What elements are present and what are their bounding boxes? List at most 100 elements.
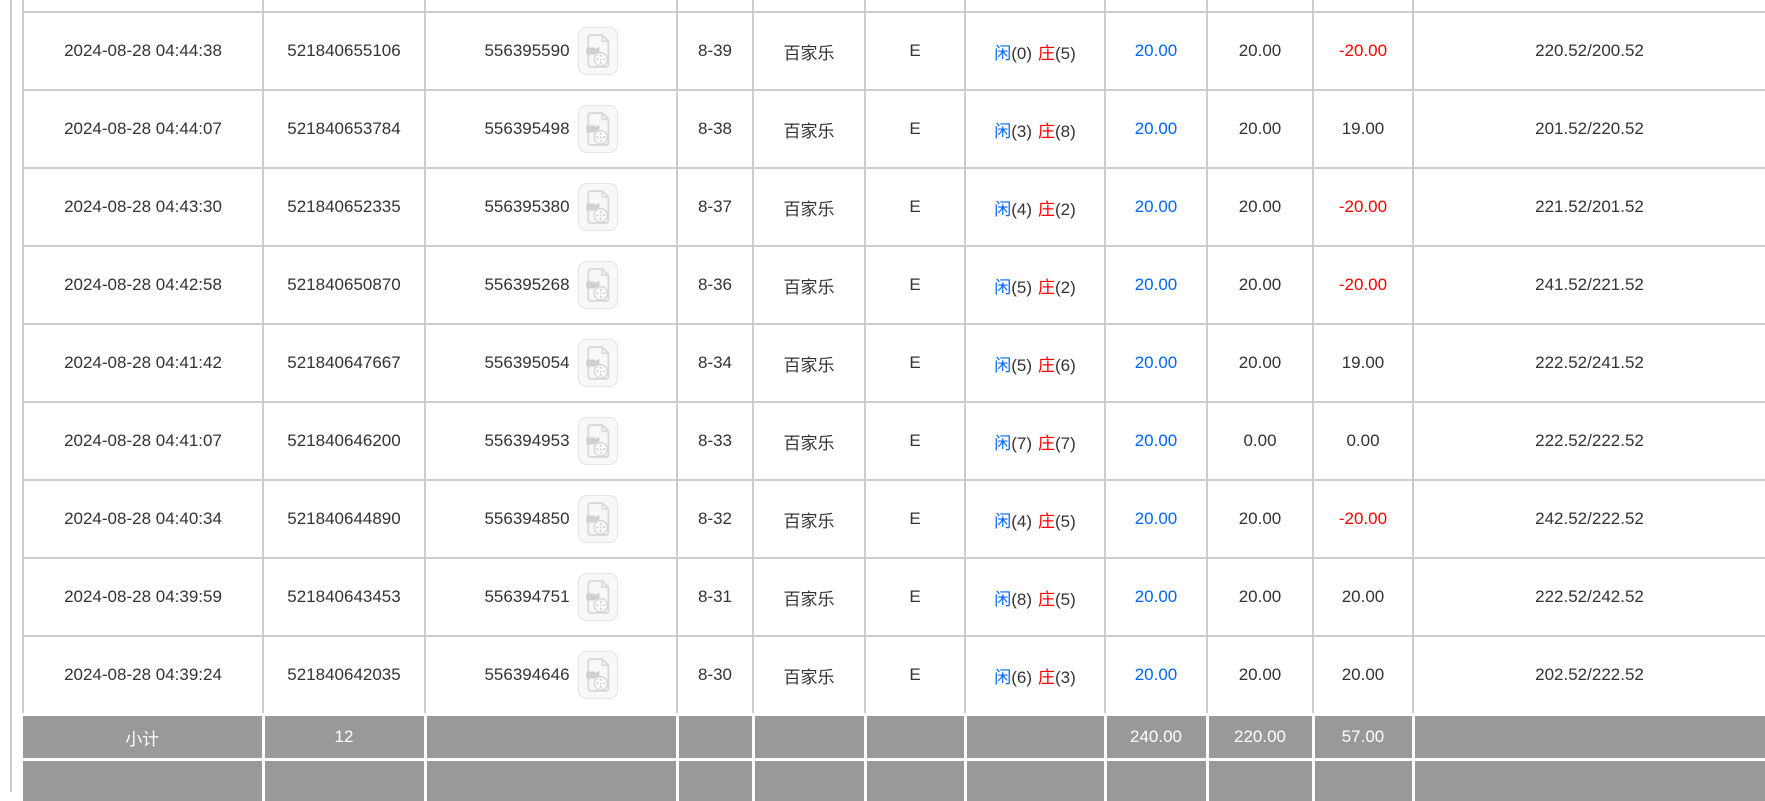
bet-amount-cell: 20.00 — [1105, 636, 1207, 715]
game-number: 556395268 — [484, 275, 569, 295]
empty-cell — [1313, 0, 1413, 12]
banker-score: 6 — [1055, 356, 1076, 375]
empty-cell — [1207, 0, 1313, 12]
empty-cell — [425, 0, 677, 12]
game-number-cell: 556394751 — [425, 558, 677, 636]
player-score: 0 — [1011, 44, 1032, 63]
banker-label: 庄 — [1038, 278, 1055, 297]
player-label: 闲 — [994, 434, 1011, 453]
result-cell: 闲8庄5 — [965, 558, 1105, 636]
win-loss-cell: 20.00 — [1313, 636, 1413, 715]
video-replay-button[interactable] — [578, 573, 618, 621]
bet-time-cell: 2024-08-28 04:41:42 — [23, 324, 263, 402]
order-number-cell: 521840655106 — [263, 12, 425, 90]
video-replay-button[interactable] — [578, 651, 618, 699]
valid-bet-cell: 20.00 — [1207, 168, 1313, 246]
round-cell: 8-39 — [677, 12, 753, 90]
player-label: 闲 — [994, 512, 1011, 531]
empty-cell — [753, 0, 865, 12]
player-label: 闲 — [994, 668, 1011, 687]
empty-cell — [865, 760, 965, 801]
win-loss-cell: -20.00 — [1313, 246, 1413, 324]
bet-amount-cell: 20.00 — [1105, 324, 1207, 402]
subtotal-empty-cell — [865, 715, 965, 760]
bet-time-cell: 2024-08-28 04:41:07 — [23, 402, 263, 480]
empty-cell — [263, 0, 425, 12]
win-loss-cell: -20.00 — [1313, 480, 1413, 558]
banker-label: 庄 — [1038, 356, 1055, 375]
order-number-cell: 521840650870 — [263, 246, 425, 324]
player-label: 闲 — [994, 356, 1011, 375]
empty-cell — [865, 0, 965, 12]
video-replay-button[interactable] — [578, 261, 618, 309]
video-replay-button[interactable] — [578, 495, 618, 543]
game-number-cell: 556395590 — [425, 12, 677, 90]
empty-cell — [677, 760, 753, 801]
bet-record-row: 2024-08-28 04:42:58 521840650870 5563952… — [23, 246, 1765, 324]
player-score: 7 — [1011, 434, 1032, 453]
video-replay-icon — [584, 579, 612, 615]
bet-amount-cell: 20.00 — [1105, 402, 1207, 480]
bet-record-row: 2024-08-28 04:40:34 521840644890 5563948… — [23, 480, 1765, 558]
game-type-cell: 百家乐 — [753, 168, 865, 246]
game-type-cell: 百家乐 — [753, 402, 865, 480]
bet-record-row: 2024-08-28 04:44:38 521840655106 5563955… — [23, 12, 1765, 90]
player-score: 6 — [1011, 668, 1032, 687]
balance-cell: 222.52/242.52 — [1413, 558, 1765, 636]
video-replay-button[interactable] — [578, 339, 618, 387]
bet-record-row: 2024-08-28 04:44:07 521840653784 5563954… — [23, 90, 1765, 168]
table-code-cell: E — [865, 402, 965, 480]
order-number-cell: 521840653784 — [263, 90, 425, 168]
video-replay-button[interactable] — [578, 417, 618, 465]
video-replay-icon — [584, 345, 612, 381]
subtotal-valid-bet-cell: 220.00 — [1207, 715, 1313, 760]
empty-cell — [1413, 760, 1765, 801]
valid-bet-cell: 0.00 — [1207, 402, 1313, 480]
table-code-cell: E — [865, 90, 965, 168]
player-score: 4 — [1011, 200, 1032, 219]
game-number: 556395498 — [484, 119, 569, 139]
balance-cell: 202.52/222.52 — [1413, 636, 1765, 715]
balance-cell: 221.52/201.52 — [1413, 168, 1765, 246]
valid-bet-cell: 20.00 — [1207, 480, 1313, 558]
banker-label: 庄 — [1038, 434, 1055, 453]
panel-left-border — [10, 0, 12, 792]
balance-cell: 201.52/220.52 — [1413, 90, 1765, 168]
bet-record-row: 2024-08-28 04:41:42 521840647667 5563950… — [23, 324, 1765, 402]
banker-score: 5 — [1055, 590, 1076, 609]
valid-bet-cell: 20.00 — [1207, 558, 1313, 636]
table-code-cell: E — [865, 480, 965, 558]
player-label: 闲 — [994, 590, 1011, 609]
table-body: 2024-08-28 04:44:38 521840655106 5563955… — [23, 0, 1765, 801]
video-replay-icon — [584, 111, 612, 147]
order-number-cell: 521840646200 — [263, 402, 425, 480]
order-number-cell: 521840642035 — [263, 636, 425, 715]
subtotal-empty-cell — [1413, 715, 1765, 760]
video-replay-button[interactable] — [578, 105, 618, 153]
bet-record-row: 2024-08-28 04:39:24 521840642035 5563946… — [23, 636, 1765, 715]
cutoff-row-top — [23, 0, 1765, 12]
bet-amount-cell: 20.00 — [1105, 90, 1207, 168]
round-cell: 8-33 — [677, 402, 753, 480]
video-replay-button[interactable] — [578, 27, 618, 75]
player-label: 闲 — [994, 200, 1011, 219]
subtotal-count-cell: 12 — [263, 715, 425, 760]
win-loss-cell: 19.00 — [1313, 90, 1413, 168]
order-number-cell: 521840652335 — [263, 168, 425, 246]
table-code-cell: E — [865, 168, 965, 246]
result-cell: 闲3庄8 — [965, 90, 1105, 168]
round-cell: 8-38 — [677, 90, 753, 168]
game-type-cell: 百家乐 — [753, 90, 865, 168]
empty-cell — [965, 0, 1105, 12]
valid-bet-cell: 20.00 — [1207, 90, 1313, 168]
game-number: 556395380 — [484, 197, 569, 217]
video-replay-button[interactable] — [578, 183, 618, 231]
balance-cell: 242.52/222.52 — [1413, 480, 1765, 558]
game-number-cell: 556395498 — [425, 90, 677, 168]
result-cell: 闲5庄6 — [965, 324, 1105, 402]
result-cell: 闲0庄5 — [965, 12, 1105, 90]
player-label: 闲 — [994, 278, 1011, 297]
banker-label: 庄 — [1038, 44, 1055, 63]
subtotal-label-cell: 小计 — [23, 715, 263, 760]
empty-cell — [753, 760, 865, 801]
